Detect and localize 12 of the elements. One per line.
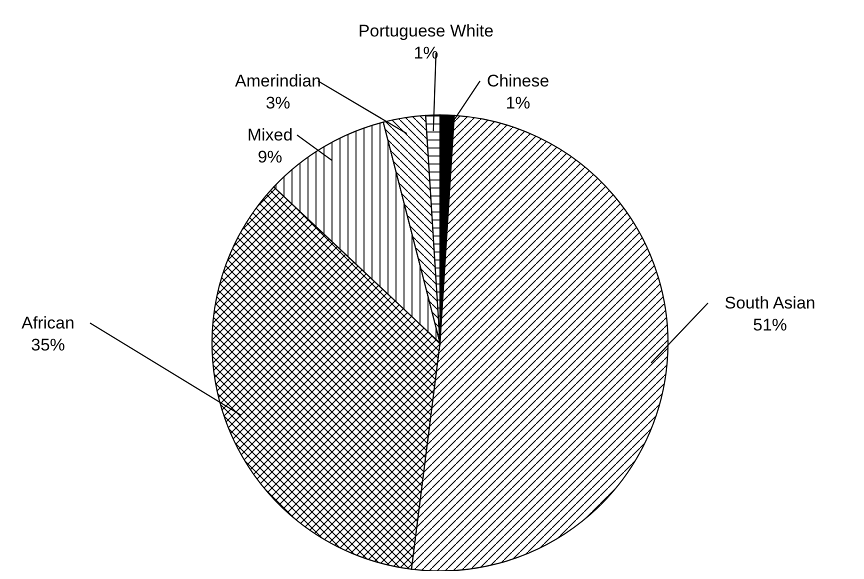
slice-label: Amerindian	[235, 72, 321, 90]
data-label: 51%	[752, 316, 788, 334]
slice-label: African	[22, 314, 74, 332]
data-label: 1%	[506, 94, 530, 112]
slice-label: South Asian	[724, 294, 816, 312]
data-label: 35%	[30, 336, 66, 354]
slice-label: Portuguese White	[358, 22, 494, 40]
slice-label: Chinese	[486, 72, 550, 90]
data-label: 9%	[258, 148, 282, 166]
data-label: 3%	[266, 94, 290, 112]
slice-label: Mixed	[247, 126, 293, 144]
data-label: 1%	[414, 44, 438, 62]
